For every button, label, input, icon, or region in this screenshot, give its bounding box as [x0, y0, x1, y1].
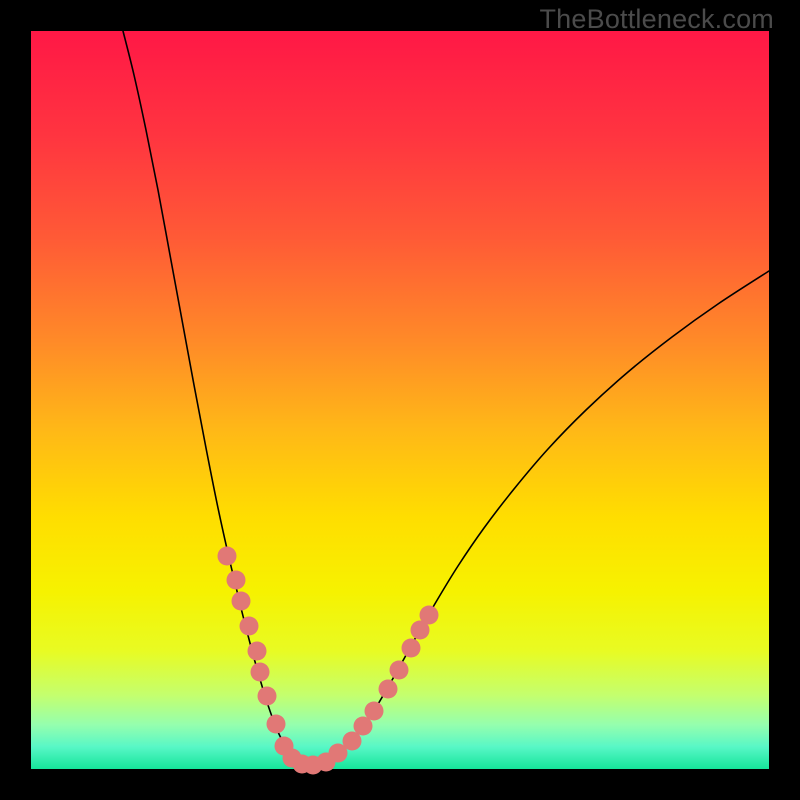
overlay-dot: [267, 715, 286, 734]
overlay-dot: [402, 639, 421, 658]
watermark-text: TheBottleneck.com: [539, 4, 774, 35]
chart-stage: TheBottleneck.com: [0, 0, 800, 800]
curve-right: [310, 271, 769, 766]
overlay-dots: [218, 547, 439, 775]
overlay-dot: [390, 661, 409, 680]
overlay-dot: [420, 606, 439, 625]
overlay-dot: [240, 617, 259, 636]
overlay-dot: [379, 680, 398, 699]
curve-left: [123, 31, 310, 766]
overlay-dot: [227, 571, 246, 590]
overlay-dot: [365, 702, 384, 721]
chart-svg: [0, 0, 800, 800]
overlay-dot: [251, 663, 270, 682]
overlay-dot: [248, 642, 267, 661]
overlay-dot: [218, 547, 237, 566]
overlay-dot: [258, 687, 277, 706]
overlay-dot: [232, 592, 251, 611]
